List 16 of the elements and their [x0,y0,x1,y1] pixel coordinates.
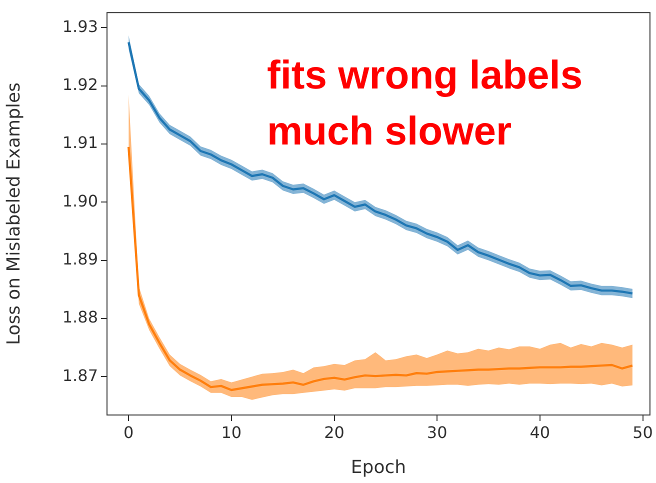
x-axis-title: Epoch [350,456,406,478]
x-tick-label: 20 [324,422,344,442]
y-tick-label: 1.87 [62,366,98,385]
y-tick-label: 1.93 [62,16,98,36]
y-tick-label: 1.92 [62,75,98,94]
y-tick-label: 1.91 [62,133,98,152]
x-tick-label: 50 [632,422,653,442]
x-tick-label: 10 [221,422,242,442]
y-axis-title: Loss on Mislabeled Examples [3,82,24,346]
x-tick-label: 40 [530,422,550,442]
y-tick-label: 1.89 [62,249,98,268]
x-tick-label: 0 [124,422,134,442]
annotation: fits wrong labels much slower [267,54,583,154]
x-tick-label: 30 [426,422,448,442]
y-tick-label: 1.88 [62,308,98,327]
y-tick-label: 1.90 [62,191,98,210]
